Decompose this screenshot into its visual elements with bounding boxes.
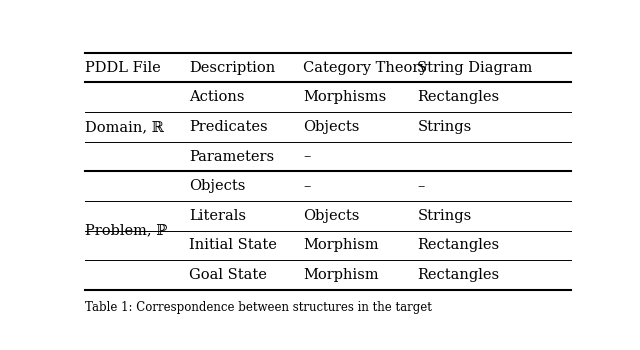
- Text: –: –: [303, 179, 310, 193]
- Text: Objects: Objects: [303, 209, 360, 223]
- Text: Objects: Objects: [189, 179, 246, 193]
- Text: –: –: [417, 179, 425, 193]
- Text: Morphism: Morphism: [303, 238, 379, 252]
- Text: Rectangles: Rectangles: [417, 90, 499, 104]
- Text: Parameters: Parameters: [189, 149, 275, 163]
- Text: Morphisms: Morphisms: [303, 90, 387, 104]
- Text: String Diagram: String Diagram: [417, 61, 532, 75]
- Text: Objects: Objects: [303, 120, 360, 134]
- Text: Initial State: Initial State: [189, 238, 277, 252]
- Text: –: –: [303, 149, 310, 163]
- Text: Literals: Literals: [189, 209, 246, 223]
- Text: Goal State: Goal State: [189, 268, 267, 282]
- Text: Strings: Strings: [417, 209, 472, 223]
- Text: Strings: Strings: [417, 120, 472, 134]
- Text: Domain, ℝ: Domain, ℝ: [85, 120, 164, 134]
- Text: Rectangles: Rectangles: [417, 268, 499, 282]
- Text: Description: Description: [189, 61, 275, 75]
- Text: Problem, ℙ: Problem, ℙ: [85, 224, 167, 238]
- Text: Category Theory: Category Theory: [303, 61, 428, 75]
- Text: Morphism: Morphism: [303, 268, 379, 282]
- Text: PDDL File: PDDL File: [85, 61, 161, 75]
- Text: Predicates: Predicates: [189, 120, 268, 134]
- Text: Rectangles: Rectangles: [417, 238, 499, 252]
- Text: Table 1: Correspondence between structures in the target: Table 1: Correspondence between structur…: [85, 301, 432, 314]
- Text: Actions: Actions: [189, 90, 244, 104]
